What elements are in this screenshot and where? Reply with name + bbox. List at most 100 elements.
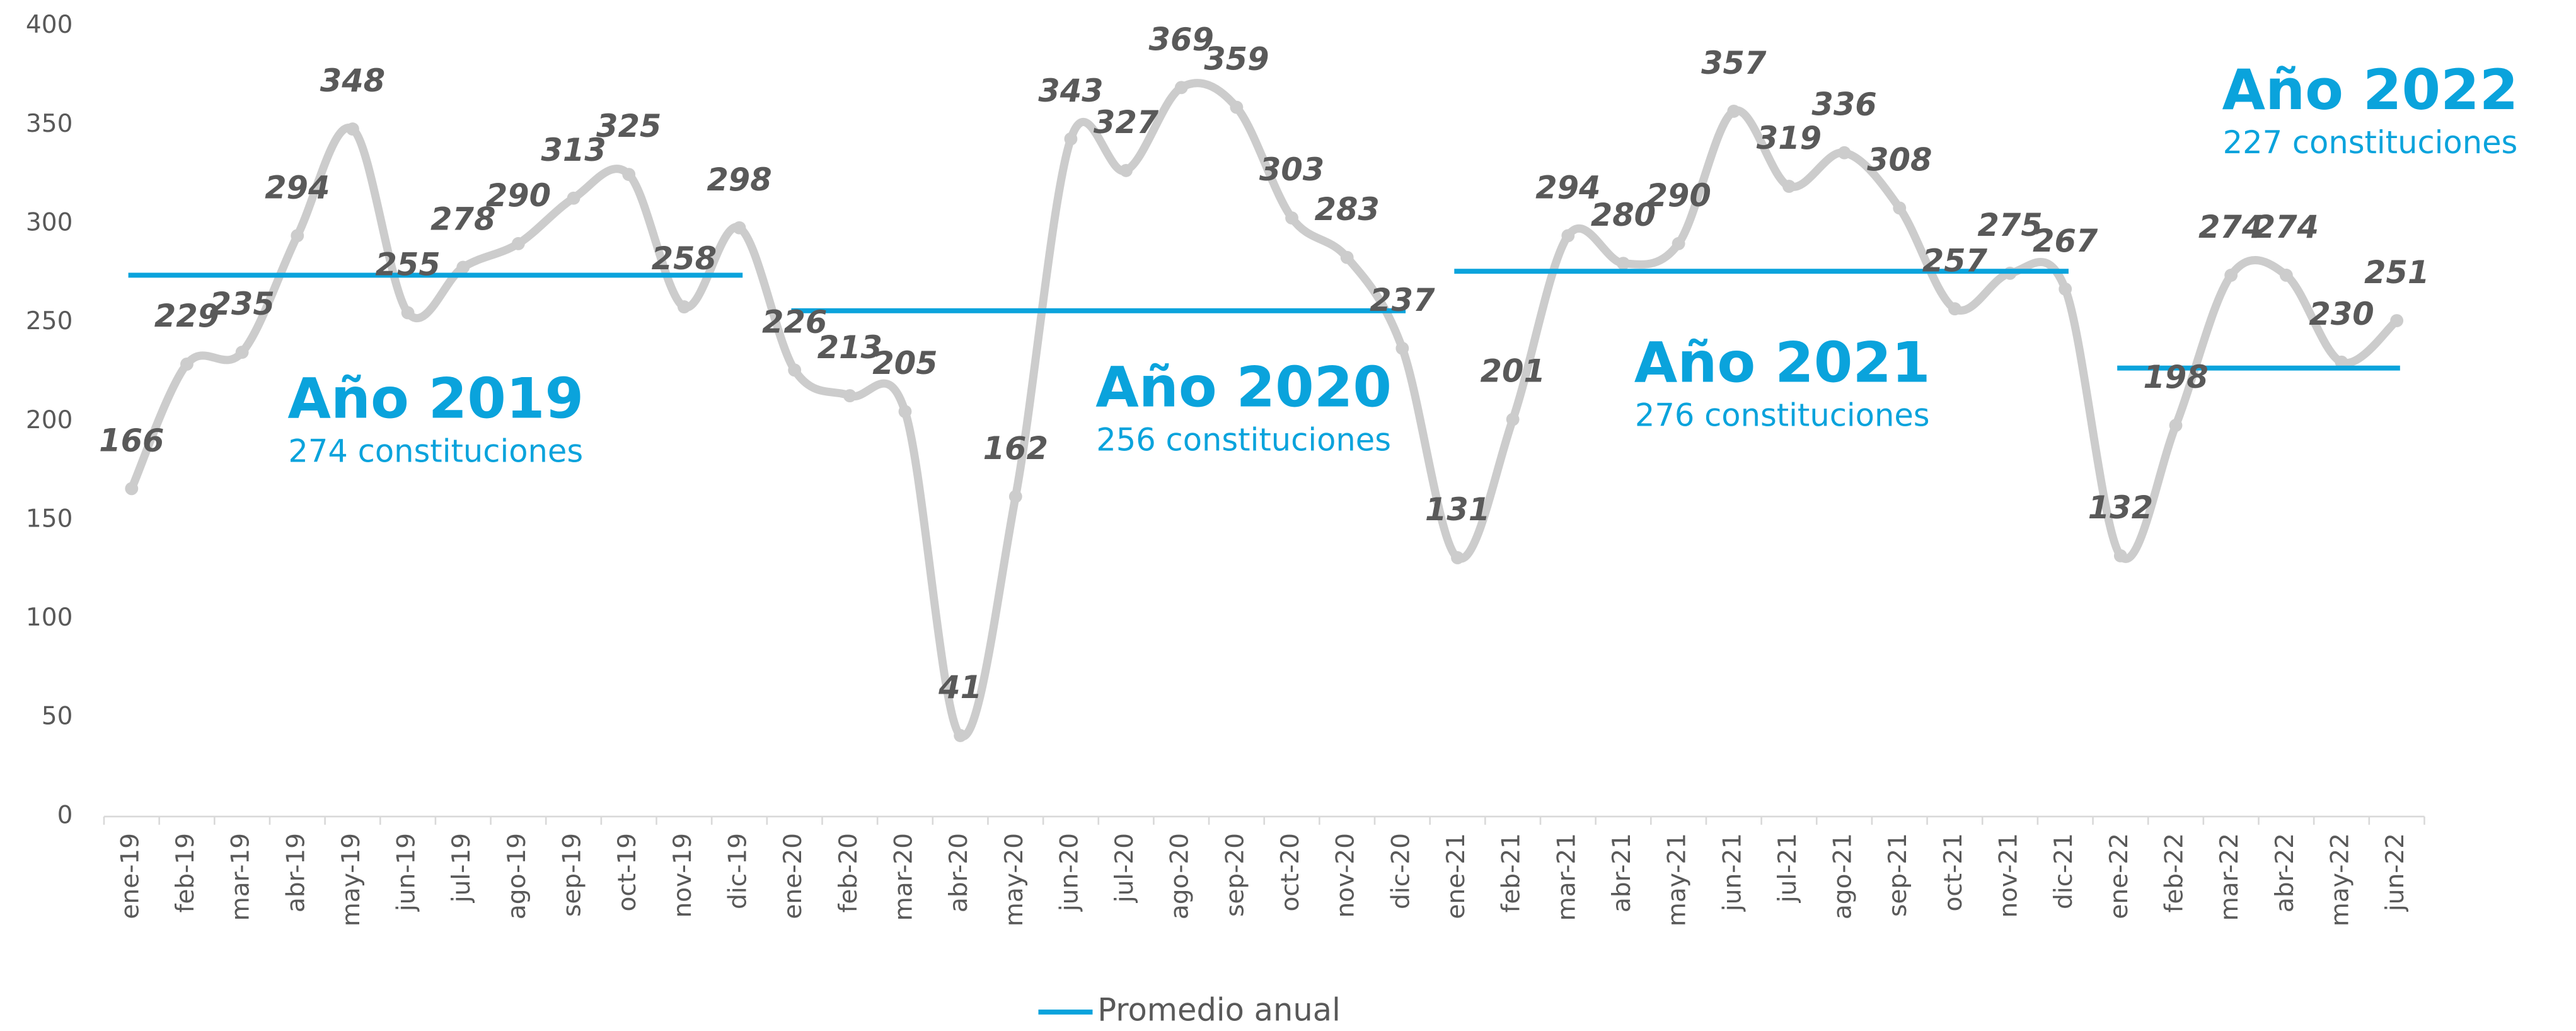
data-label: 298 <box>707 161 771 198</box>
data-label: 290 <box>1646 177 1711 214</box>
x-tick-label: oct-19 <box>613 833 642 912</box>
data-point <box>677 300 691 313</box>
x-tick-label: mar-22 <box>2215 833 2244 921</box>
x-tick-label: ene-20 <box>779 833 807 919</box>
x-tick-label: feb-19 <box>171 833 200 912</box>
data-point <box>125 482 139 496</box>
y-tick-label: 400 <box>26 11 73 39</box>
x-tick-label: feb-21 <box>1498 833 1526 912</box>
data-label: 132 <box>2088 489 2153 526</box>
data-label: 198 <box>2143 359 2208 395</box>
data-label: 255 <box>375 247 440 283</box>
data-label: 308 <box>1867 141 1932 178</box>
data-label: 294 <box>265 169 330 206</box>
x-tick-label: ene-22 <box>2105 833 2134 919</box>
x-tick-label: abr-22 <box>2271 833 2299 912</box>
x-tick-label: sep-21 <box>1884 833 1912 917</box>
y-tick-label: 250 <box>26 307 73 335</box>
x-tick-label: mar-21 <box>1552 833 1581 921</box>
data-point <box>1451 551 1464 564</box>
x-tick-label: jul-19 <box>448 833 476 903</box>
data-label: 166 <box>99 422 164 458</box>
x-tick-label: dic-20 <box>1387 833 1415 909</box>
x-tick-label: oct-20 <box>1276 833 1305 912</box>
data-label: 336 <box>1811 86 1876 123</box>
x-tick-label: may-22 <box>2326 833 2354 926</box>
data-point <box>843 389 857 402</box>
data-label: 131 <box>1425 491 1490 528</box>
data-point <box>456 260 470 274</box>
x-tick-label: dic-21 <box>2050 833 2078 909</box>
y-tick-label: 150 <box>26 504 73 533</box>
annotation-label: 276 constituciones <box>1635 397 1930 433</box>
data-point <box>1230 100 1244 114</box>
annotation-title: Año 2019 <box>287 366 584 431</box>
data-point <box>2279 269 2293 282</box>
data-label: 226 <box>762 303 827 340</box>
x-tick-label: ago-21 <box>1829 833 1857 919</box>
x-tick-label: jul-20 <box>1111 833 1139 903</box>
data-point <box>1561 229 1575 243</box>
data-label: 274 <box>2254 209 2319 245</box>
x-tick-label: nov-19 <box>669 833 697 918</box>
data-label: 278 <box>430 201 495 237</box>
y-tick-label: 100 <box>26 603 73 632</box>
data-label: 251 <box>2364 254 2429 291</box>
x-tick-label: ene-21 <box>1442 833 1470 919</box>
x-tick-label: mar-20 <box>889 833 918 921</box>
data-point <box>898 405 912 419</box>
data-label: 327 <box>1094 104 1159 141</box>
data-point <box>2224 269 2238 282</box>
x-tick-label: mar-19 <box>227 833 255 921</box>
data-label: 275 <box>1977 207 2042 243</box>
legend-label: Promedio anual <box>1097 991 1341 1028</box>
data-label: 359 <box>1204 41 1269 78</box>
data-point <box>1174 81 1188 95</box>
data-label: 348 <box>320 62 385 99</box>
data-point <box>1340 250 1354 264</box>
data-label: 257 <box>1922 242 1988 279</box>
data-point <box>2059 282 2072 296</box>
data-point <box>1119 163 1133 177</box>
data-point <box>235 346 249 359</box>
annotation-title: Año 2020 <box>1095 354 1392 419</box>
y-tick-label: 50 <box>42 702 73 731</box>
data-point <box>732 221 746 235</box>
x-tick-label: may-20 <box>1000 833 1029 926</box>
x-tick-label: jul-21 <box>1774 833 1802 903</box>
x-tick-label: jun-22 <box>2381 833 2410 912</box>
data-point <box>2335 355 2348 369</box>
x-tick-label: ene-19 <box>116 833 144 919</box>
data-point <box>1395 341 1409 355</box>
data-point <box>567 191 580 205</box>
annotation-label: 256 constituciones <box>1096 421 1391 458</box>
data-label: 230 <box>2309 296 2374 332</box>
annotation-title: Año 2022 <box>2222 57 2519 122</box>
data-label: 290 <box>486 177 551 214</box>
data-point <box>1617 257 1630 271</box>
y-tick-label: 200 <box>26 406 73 434</box>
x-tick-label: nov-21 <box>1995 833 2023 918</box>
data-point <box>1948 302 1961 316</box>
x-tick-label: feb-22 <box>2161 833 2189 912</box>
data-point <box>1285 211 1298 225</box>
data-label: 229 <box>154 298 219 334</box>
data-label: 294 <box>1535 169 1600 206</box>
x-tick-label: jun-19 <box>393 833 421 912</box>
x-tick-label: ago-20 <box>1166 833 1194 919</box>
annotation-label: 227 constituciones <box>2223 124 2518 161</box>
x-tick-label: dic-19 <box>724 833 753 909</box>
data-label: 267 <box>2033 223 2098 259</box>
data-label: 205 <box>872 345 937 382</box>
data-point <box>1727 104 1741 118</box>
data-point <box>291 229 304 243</box>
data-point <box>346 122 359 136</box>
data-point <box>2169 419 2183 432</box>
data-point <box>180 358 193 371</box>
data-point <box>511 236 525 250</box>
data-point <box>2390 314 2404 327</box>
data-label: 280 <box>1591 197 1656 233</box>
y-tick-label: 0 <box>57 801 73 829</box>
data-label: 162 <box>983 430 1048 467</box>
